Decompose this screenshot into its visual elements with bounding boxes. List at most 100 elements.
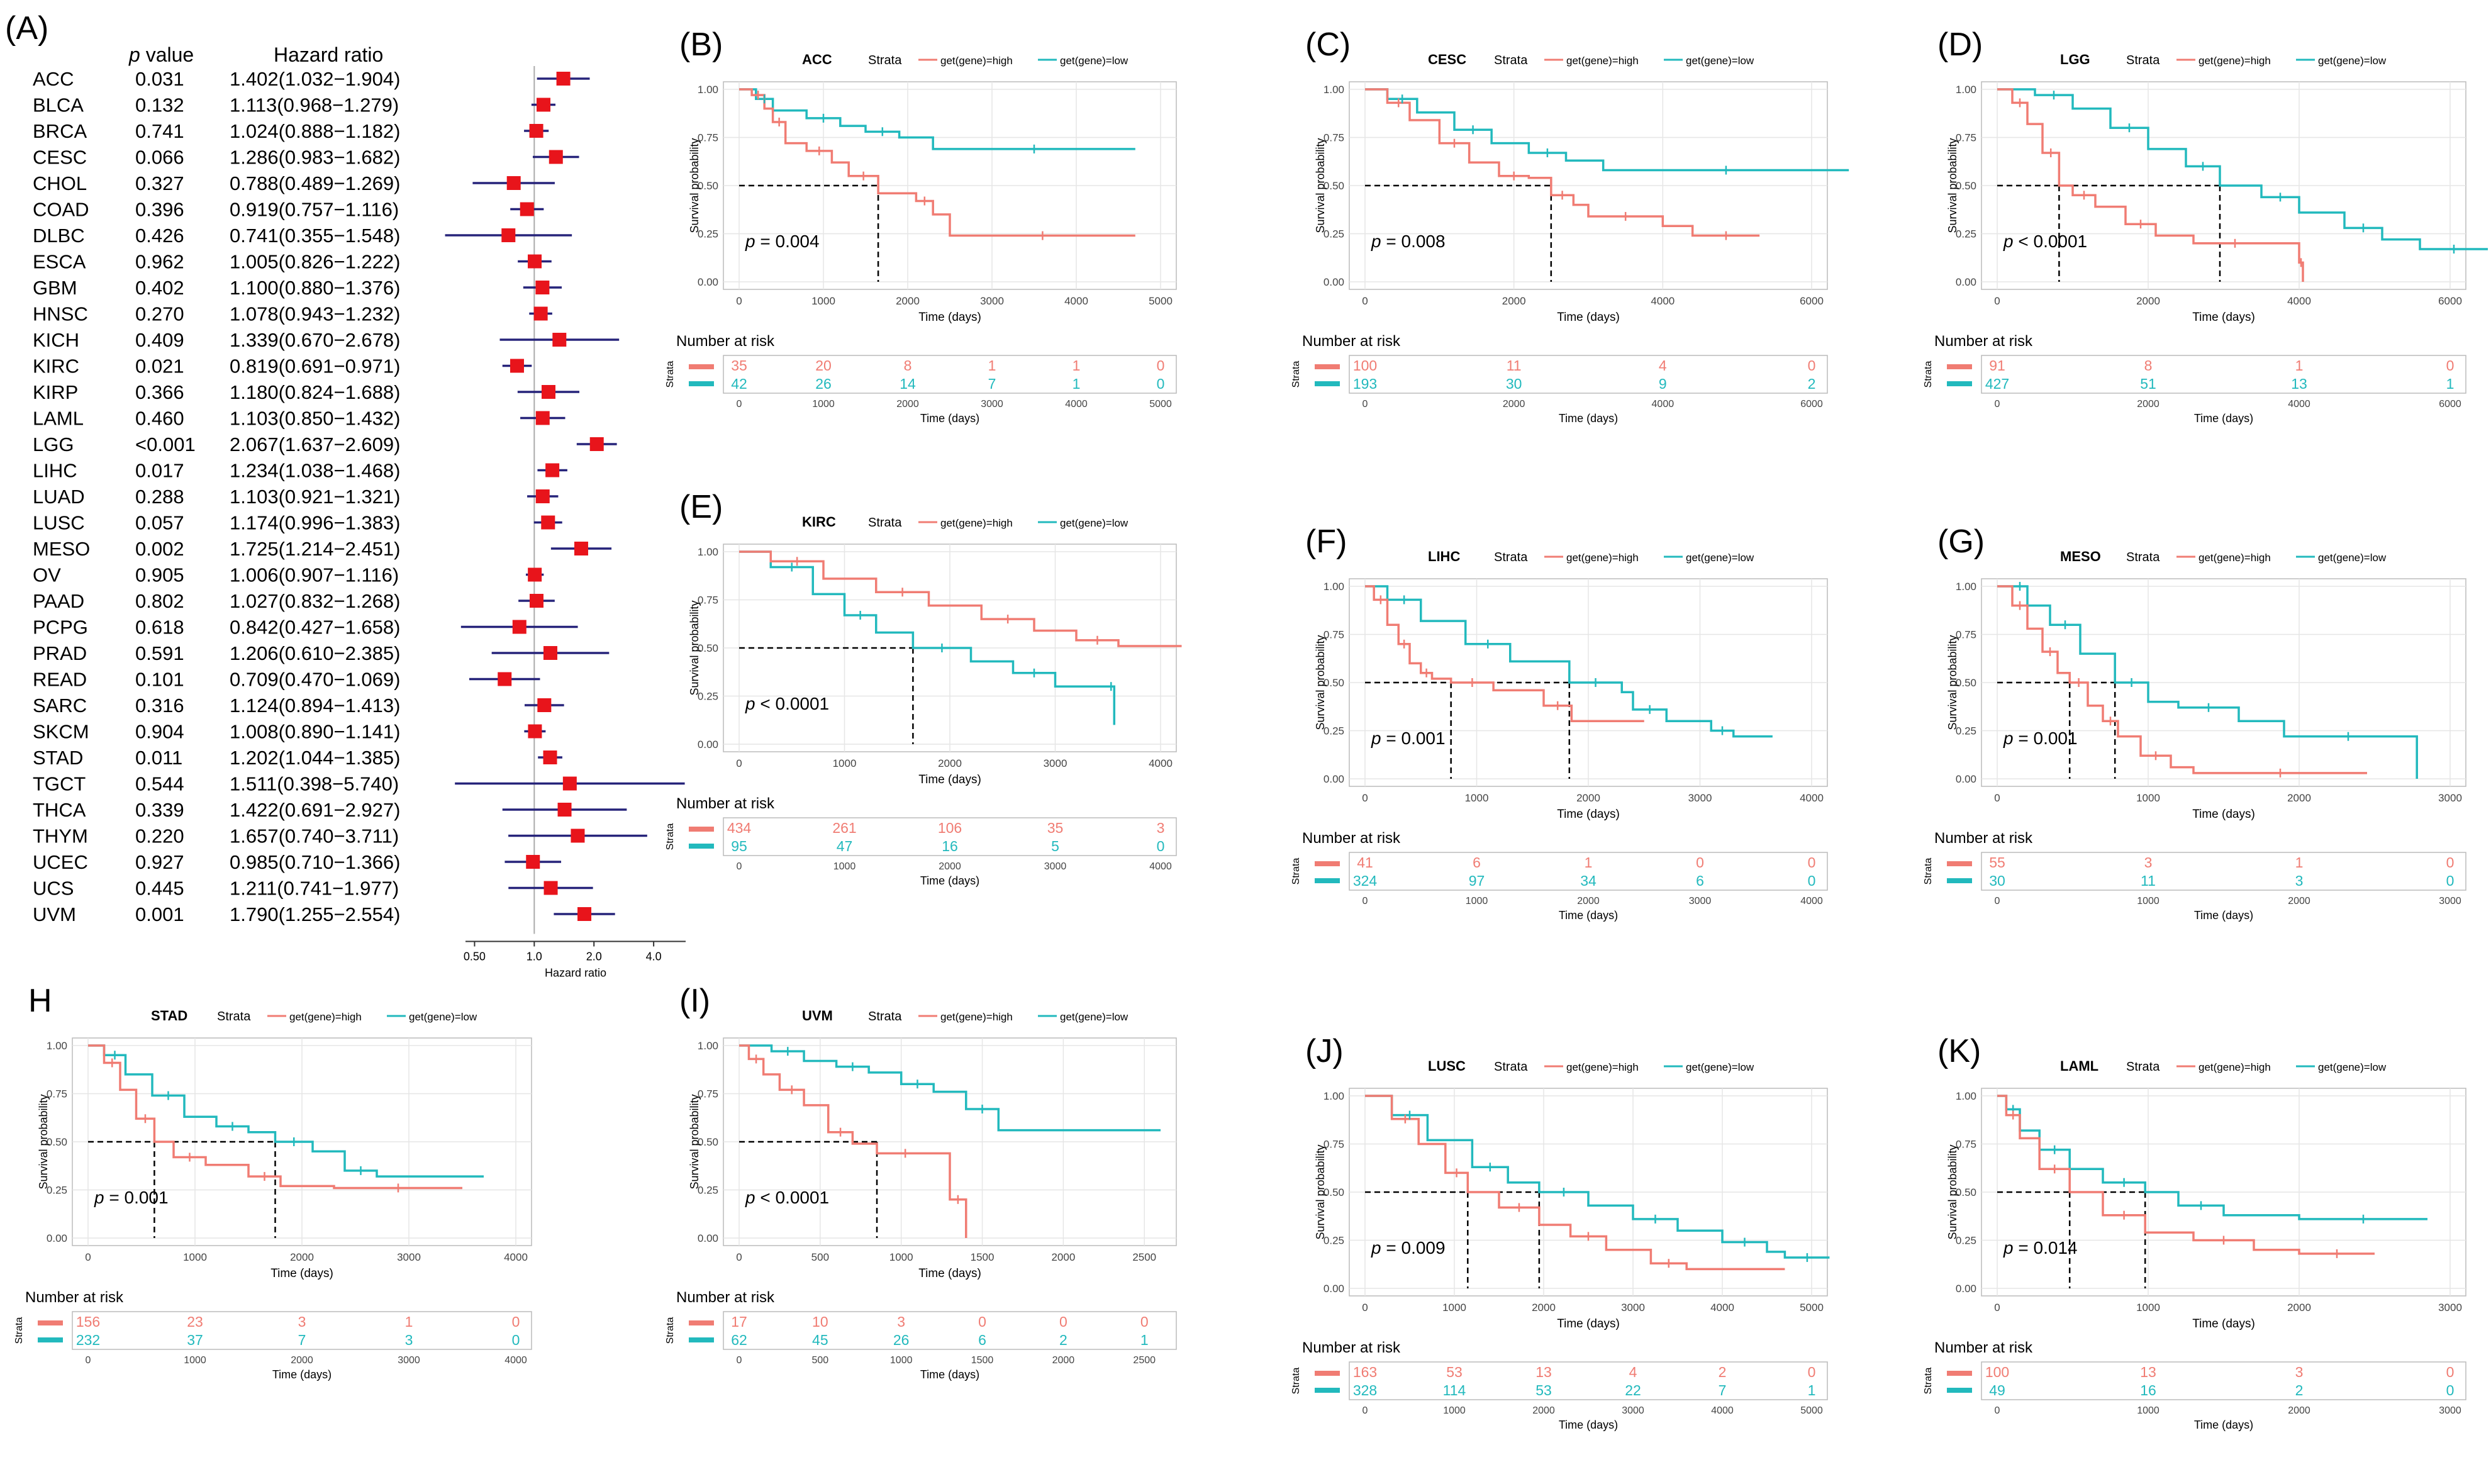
forest-row-hr: 0.985(0.710−1.366) xyxy=(230,851,400,873)
forest-row: PCPG 0.618 0.842(0.427−1.658) xyxy=(33,616,578,639)
km-xtick-label: 0 xyxy=(736,757,742,769)
risk-high-count: 10 xyxy=(812,1314,828,1330)
km-panel-uvm: (I) UVM Strata get(gene)=high get(gene)=low 0… xyxy=(665,983,1177,1381)
km-ytick-label: 1.00 xyxy=(698,84,718,96)
forest-row-pvalue: 0.544 xyxy=(135,773,184,795)
risk-xtick-label: 3000 xyxy=(2439,1405,2461,1416)
km-ytick-label: 0.75 xyxy=(1956,1139,1976,1151)
km-panel-meso: (G) MESO Strata get(gene)=high get(gene)=low… xyxy=(1923,523,2466,922)
risk-xtick-label: 1000 xyxy=(2137,1405,2159,1416)
km-pvalue-value: = 0.008 xyxy=(1386,232,1445,251)
forest-row-name: CHOL xyxy=(33,172,87,194)
km-ytick-label: 0.50 xyxy=(1956,1186,1976,1198)
forest-row-name: KIRP xyxy=(33,381,78,403)
risk-xtick-label: 0 xyxy=(1363,896,1368,907)
km-ytick-label: 0.00 xyxy=(698,1232,718,1244)
forest-row-hr: 1.206(0.610−2.385) xyxy=(230,642,400,664)
km-ytick-label: 0.75 xyxy=(1956,629,1976,641)
header-p-italic: p xyxy=(128,43,140,66)
risk-xtick-label: 0 xyxy=(737,399,742,410)
forest-row: UCEC 0.927 0.985(0.710−1.366) xyxy=(33,851,562,873)
km-xtick-label: 0 xyxy=(1362,792,1368,804)
risk-xtick-label: 0 xyxy=(1995,896,2000,907)
km-xtick-label: 4000 xyxy=(1651,295,1675,307)
forest-row: UVM 0.001 1.790(1.255−2.554) xyxy=(33,903,615,925)
risk-high-count: 35 xyxy=(1047,820,1064,836)
forest-estimate-box xyxy=(557,803,572,817)
km-ytick-label: 0.50 xyxy=(698,642,718,654)
forest-row-name: BRCA xyxy=(33,120,87,142)
km-ylabel: Survival probability xyxy=(1946,138,1959,233)
km-panel-label: (B) xyxy=(679,26,723,63)
legend-low-label: get(gene)=low xyxy=(2318,55,2387,67)
km-cancer-title: KIRC xyxy=(802,514,836,530)
km-ylabel: Survival probability xyxy=(37,1094,50,1189)
forest-row-hr: 1.790(1.255−2.554) xyxy=(230,903,400,925)
risk-xtick-label: 1000 xyxy=(890,1355,913,1366)
risk-low-count: 7 xyxy=(988,376,996,392)
km-pvalue-p: p xyxy=(1371,1238,1386,1258)
km-cancer-title: LAML xyxy=(2060,1058,2098,1074)
km-pvalue-value: = 0.001 xyxy=(2018,728,2077,748)
km-ytick-label: 0.75 xyxy=(698,594,718,606)
forest-row-hr: 1.174(0.996−1.383) xyxy=(230,512,400,534)
legend-high-label: get(gene)=high xyxy=(289,1011,362,1023)
risk-xtick-label: 1000 xyxy=(2137,896,2159,907)
risk-xtick-label: 1500 xyxy=(971,1355,994,1366)
forest-row-pvalue: 0.288 xyxy=(135,486,184,508)
km-xtick-label: 0 xyxy=(1994,792,2000,804)
km-xtick-label: 0 xyxy=(736,1251,742,1263)
km-strata-label: Strata xyxy=(1494,53,1528,67)
km-ytick-label: 1.00 xyxy=(47,1040,67,1052)
km-curve-low xyxy=(1997,1095,2427,1220)
forest-estimate-box xyxy=(498,672,512,686)
forest-estimate-box xyxy=(543,646,557,660)
km-panel-label: (G) xyxy=(1937,523,1985,560)
forest-row-pvalue: 0.057 xyxy=(135,512,184,534)
risk-high-count: 1 xyxy=(2295,854,2304,871)
forest-row-hr: 1.402(1.032−1.904) xyxy=(230,68,400,90)
risk-xlabel: Time (days) xyxy=(920,1368,979,1381)
km-xtick-label: 2500 xyxy=(1132,1251,1156,1263)
km-xtick-label: 1000 xyxy=(1465,792,1489,804)
forest-tick-label: 4.0 xyxy=(646,951,662,963)
km-curve-high xyxy=(1997,585,2367,774)
risk-high-count: 0 xyxy=(1808,854,1816,871)
km-ytick-label: 0.75 xyxy=(1324,1139,1344,1151)
km-pvalue: p < 0.0001 xyxy=(745,1188,829,1207)
risk-xtick-label: 3000 xyxy=(1622,1405,1644,1416)
km-xtick-label: 2000 xyxy=(290,1251,314,1263)
risk-high-count: 1 xyxy=(988,357,996,374)
risk-high-count: 0 xyxy=(2446,1364,2455,1380)
km-strata-label: Strata xyxy=(868,1010,902,1024)
km-strata-label: Strata xyxy=(217,1010,251,1024)
km-curve-high xyxy=(739,550,1182,647)
forest-estimate-box xyxy=(510,359,524,373)
risk-table-box xyxy=(1349,355,1828,394)
forest-row-name: LGG xyxy=(33,433,74,455)
risk-table-title: Number at risk xyxy=(1934,333,2033,350)
risk-low-count: 1 xyxy=(1140,1332,1149,1348)
legend-low-label: get(gene)=low xyxy=(1060,1011,1128,1023)
km-ytick-label: 0.25 xyxy=(1956,228,1976,240)
forest-estimate-box xyxy=(543,750,557,764)
km-curve-high xyxy=(1997,1095,2375,1255)
forest-row-pvalue: 0.962 xyxy=(135,251,184,273)
km-curve-high xyxy=(739,1044,967,1238)
risk-low-count: 30 xyxy=(1989,873,2005,889)
forest-row-name: DLBC xyxy=(33,225,85,247)
risk-table-box xyxy=(1981,355,2466,394)
km-cancer-title: STAD xyxy=(151,1008,187,1024)
risk-xtick-label: 0 xyxy=(1995,1405,2000,1416)
km-xlabel: Time (days) xyxy=(918,1267,981,1280)
risk-low-count: 22 xyxy=(1625,1382,1641,1398)
forest-row-pvalue: 0.132 xyxy=(135,94,184,116)
km-pvalue: p < 0.0001 xyxy=(2003,232,2087,251)
header-p-suffix: value xyxy=(140,43,194,66)
legend-high-label: get(gene)=high xyxy=(940,517,1013,529)
forest-row-hr: 0.842(0.427−1.658) xyxy=(230,616,400,639)
risk-xlabel: Time (days) xyxy=(1559,412,1618,425)
risk-strata-label: Strata xyxy=(665,361,676,388)
km-xtick-label: 5000 xyxy=(1800,1302,1824,1314)
forest-row-name: PCPG xyxy=(33,616,88,639)
